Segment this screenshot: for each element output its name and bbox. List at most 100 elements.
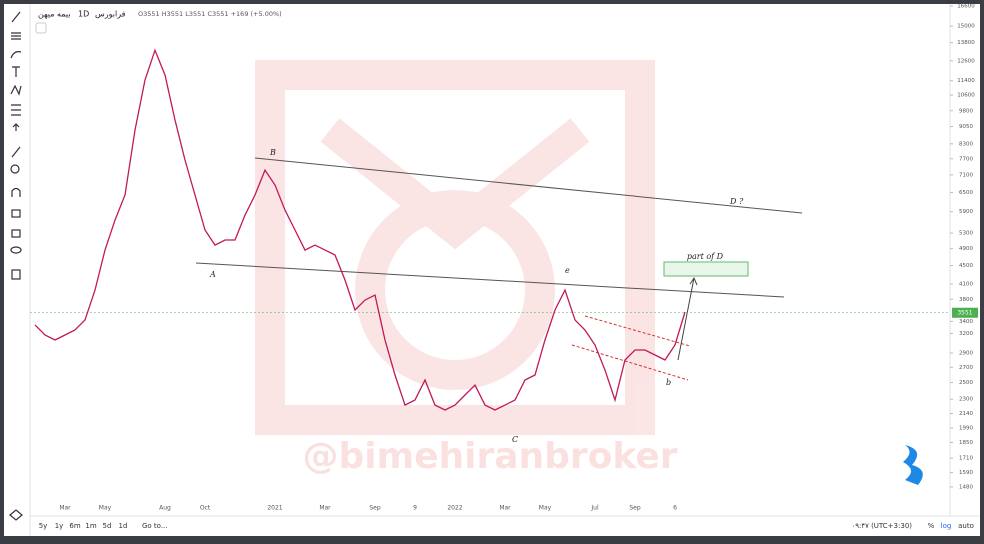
annotation: D ?: [729, 197, 744, 206]
x-tick-label: 6: [673, 505, 677, 512]
exchange: فرابورس: [95, 10, 126, 19]
y-tick-label: 1590: [959, 470, 973, 476]
y-tick-label: 1850: [959, 440, 973, 446]
trendline: [195, 262, 785, 298]
y-tick-label: 15000: [957, 24, 975, 30]
window-bg: [4, 4, 980, 536]
tool-icon[interactable]: [11, 229, 21, 238]
x-tick-label: May: [99, 505, 112, 512]
left-toolbar: [9, 11, 23, 521]
x-tick-label: 2022: [447, 505, 462, 512]
x-tick-label: Jul: [590, 505, 599, 512]
x-tick-label: May: [539, 505, 552, 512]
y-tick-label: 5300: [959, 231, 973, 237]
y-tick-label: 16600: [957, 3, 975, 9]
y-tick-label: 4500: [959, 263, 973, 269]
y-tick-label: 4100: [959, 282, 973, 288]
y-tick-label: 7100: [959, 172, 973, 178]
tool-icon[interactable]: [11, 11, 21, 23]
log-toggle[interactable]: log: [941, 522, 952, 530]
annotation: B: [269, 148, 276, 157]
range-button[interactable]: 1m: [85, 522, 96, 530]
trendline: [254, 157, 803, 214]
annotation: A: [209, 270, 216, 279]
range-button[interactable]: 5y: [39, 522, 48, 530]
x-tick-label: Mar: [499, 505, 511, 512]
symbol[interactable]: بیمه میهن: [38, 10, 71, 19]
x-tick-label: 2021: [267, 505, 282, 512]
y-tick-label: 3400: [959, 319, 973, 325]
target-box: [663, 261, 749, 277]
y-tick-label: 2500: [959, 380, 973, 386]
tool-icon[interactable]: [11, 209, 21, 218]
y-tick-label: 1710: [959, 456, 973, 462]
y-tick-label: 11400: [957, 78, 975, 84]
last-price-badge: [952, 307, 978, 318]
annotation: b: [666, 378, 671, 387]
clock: ۰۹:۴۷ (UTC+3:30): [851, 522, 912, 530]
y-tick-label: 6500: [959, 190, 973, 196]
annotation: e: [565, 266, 570, 275]
watermark-text: @bimehiranbroker: [302, 436, 677, 477]
range-button[interactable]: 1d: [119, 522, 128, 530]
tool-icon[interactable]: [10, 164, 20, 174]
y-tick-label: 7700: [959, 156, 973, 162]
annotation: part of D: [687, 252, 724, 261]
ohlc: O3551 H3551 L3551 C3551 +169 (+5.00%): [138, 10, 282, 18]
y-tick-label: 2700: [959, 365, 973, 371]
y-tick-label: 3200: [959, 331, 973, 337]
tool-icon[interactable]: [11, 269, 21, 280]
range-button[interactable]: 6m: [69, 522, 80, 530]
price-line: [34, 48, 686, 411]
x-tick-label: Oct: [200, 505, 211, 512]
annotation: C: [512, 435, 518, 444]
y-tick-label: 10600: [957, 93, 975, 99]
header: بیمه میهن 1D فرابورس O3551 H3551 L3551 C…: [35, 10, 282, 34]
tool-icon[interactable]: [10, 246, 22, 254]
y-tick-label: 2300: [959, 397, 973, 403]
y-tick-label: 1990: [959, 425, 973, 431]
tool-icon[interactable]: [12, 123, 20, 131]
y-tick-label: 2900: [959, 351, 973, 357]
x-tick-label: Sep: [629, 505, 641, 512]
x-tick-label: Mar: [59, 505, 71, 512]
goto-button[interactable]: Go to...: [142, 522, 168, 530]
tool-icon[interactable]: [11, 104, 21, 116]
broker-logo: [903, 445, 923, 485]
tool-icon[interactable]: [10, 84, 22, 96]
y-tick-label: 3800: [959, 297, 973, 303]
y-tick-label: 2140: [959, 411, 973, 417]
y-tick-label: 5900: [959, 209, 973, 215]
y-tick-label: 4900: [959, 246, 973, 252]
tool-icon[interactable]: [11, 32, 21, 40]
y-tick-label: 13800: [957, 40, 975, 46]
y-tick-label: 9800: [959, 108, 973, 114]
drawings: [195, 157, 803, 381]
interval[interactable]: 1D: [78, 10, 89, 19]
auto-toggle[interactable]: auto: [958, 522, 974, 530]
tool-icon[interactable]: [12, 66, 20, 77]
channel-line: [584, 315, 691, 347]
channel-line: [571, 344, 689, 381]
y-tick-label: 9050: [959, 124, 973, 130]
tool-icon[interactable]: [11, 146, 21, 158]
tool-icon[interactable]: [9, 509, 23, 521]
arrow: [677, 276, 698, 361]
x-tick-label: 9: [413, 505, 417, 512]
tool-icon[interactable]: [10, 51, 22, 59]
percent-toggle[interactable]: %: [928, 522, 935, 530]
y-tick-label: 1480: [959, 484, 973, 490]
tool-icon[interactable]: [11, 187, 21, 198]
range-button[interactable]: 1y: [55, 522, 64, 530]
last-price-label: 3551: [957, 309, 972, 316]
x-tick-label: Mar: [319, 505, 331, 512]
collapse-button[interactable]: [35, 22, 47, 34]
x-tick-label: Aug: [159, 505, 171, 512]
y-tick-label: 8300: [959, 141, 973, 147]
range-button[interactable]: 5d: [103, 522, 112, 530]
y-tick-label: 12600: [957, 58, 975, 64]
watermark-logo: [255, 60, 655, 435]
x-tick-label: Sep: [369, 505, 381, 512]
